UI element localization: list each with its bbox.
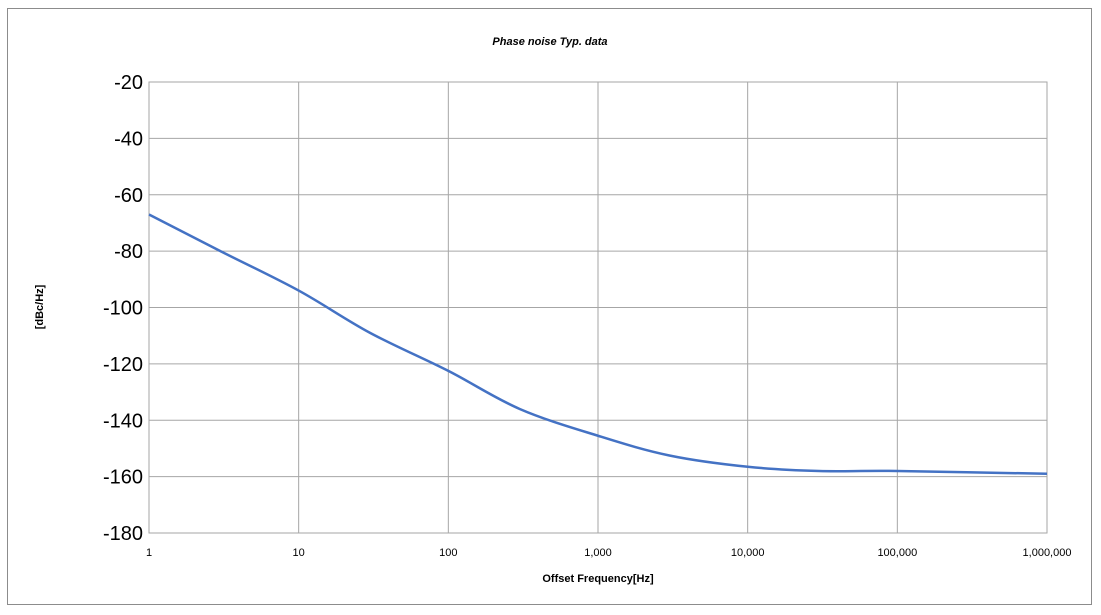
y-tick-label: -60 — [114, 185, 143, 207]
x-tick-label: 100,000 — [877, 547, 917, 559]
y-tick-label: -100 — [103, 298, 143, 320]
x-axis-ticks: 1 10 100 1,000 10,000 100,000 1,000,000 — [146, 547, 1072, 559]
x-axis-label: Offset Frequency[Hz] — [542, 573, 654, 585]
x-tick-label: 10 — [293, 547, 305, 559]
y-axis-label: [dBc/Hz] — [34, 284, 46, 329]
y-tick-label: -40 — [114, 128, 143, 150]
y-tick-label: -120 — [103, 354, 143, 376]
chart-title: Phase noise Typ. data — [492, 36, 607, 48]
y-tick-label: -180 — [103, 523, 143, 545]
x-tick-label: 1 — [146, 547, 152, 559]
series-layer — [148, 213, 1048, 476]
x-tick-label: 1,000 — [584, 547, 612, 559]
x-tick-label: 1,000,000 — [1023, 547, 1072, 559]
y-tick-label: -80 — [114, 241, 143, 263]
plot-area — [148, 81, 1048, 534]
chart-frame — [7, 8, 1092, 605]
y-tick-label: -20 — [114, 72, 143, 94]
x-tick-label: 100 — [439, 547, 457, 559]
y-axis-ticks: -20 -40 -60 -80 -100 -120 -140 -160 -180 — [103, 72, 143, 545]
y-tick-label: -160 — [103, 467, 143, 489]
grid-layer — [148, 81, 1048, 534]
y-tick-label: -140 — [103, 410, 143, 432]
x-tick-label: 10,000 — [731, 547, 765, 559]
phase-noise-series-line — [148, 213, 1048, 476]
